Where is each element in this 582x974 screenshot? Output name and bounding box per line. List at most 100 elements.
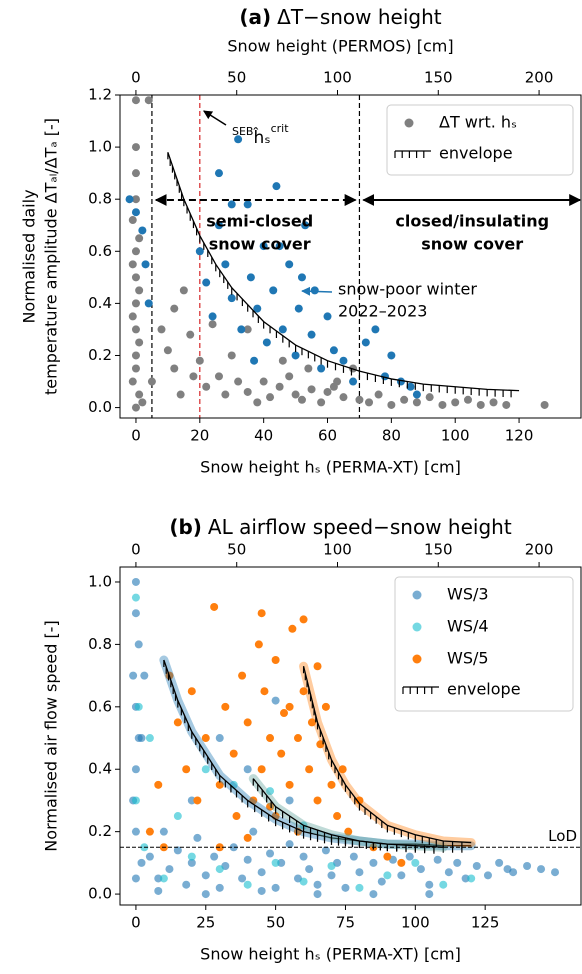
data-point xyxy=(195,356,204,365)
data-point xyxy=(131,143,140,152)
data-point xyxy=(266,734,275,743)
legend-label: envelope xyxy=(439,144,513,163)
y-axis-label: Normalised daily xyxy=(20,189,39,323)
data-point xyxy=(416,865,425,874)
data-point xyxy=(304,364,313,373)
data-point xyxy=(257,765,266,774)
x2-tick-label: 200 xyxy=(525,69,554,87)
y-tick-label: 1.0 xyxy=(88,572,112,590)
data-point xyxy=(129,671,138,680)
x2-tick-label: 0 xyxy=(131,541,141,559)
data-point xyxy=(400,395,409,404)
legend-label: WS/4 xyxy=(447,617,489,636)
data-point xyxy=(137,858,146,867)
seb-label: SEBĥₛcrit xyxy=(232,122,289,148)
data-point xyxy=(387,400,396,409)
lod-label: LoD xyxy=(548,827,577,845)
data-point xyxy=(266,787,275,796)
envelope-line xyxy=(252,778,444,848)
data-point xyxy=(405,852,414,861)
x-tick-label: 60 xyxy=(318,427,337,445)
data-point xyxy=(173,812,182,821)
legend-label: envelope xyxy=(447,680,521,699)
y-tick-label: 0.2 xyxy=(88,822,112,840)
data-point xyxy=(253,304,262,313)
title-text: ΔT−snow height xyxy=(277,5,442,29)
data-point xyxy=(444,868,453,877)
data-point xyxy=(189,372,198,381)
title-text: AL airflow speed−snow height xyxy=(208,515,512,539)
data-point xyxy=(321,846,330,855)
title-label: (a) xyxy=(239,5,271,29)
data-point xyxy=(540,400,549,409)
data-point xyxy=(243,880,252,889)
plot-area xyxy=(125,95,549,418)
legend-label: WS/3 xyxy=(447,585,489,604)
y-axis-label: temperature amplitude ΔTₐₗ/ΔTₐ [-] xyxy=(42,118,61,395)
data-point xyxy=(297,395,306,404)
data-point xyxy=(215,883,224,892)
data-point xyxy=(377,877,386,886)
data-point xyxy=(135,286,144,295)
data-point xyxy=(305,765,314,774)
data-point xyxy=(193,796,202,805)
data-point xyxy=(425,890,434,899)
data-point xyxy=(214,372,223,381)
y-axis-label: Normalised air flow speed [-] xyxy=(42,620,61,851)
data-point xyxy=(349,377,358,386)
data-point xyxy=(397,871,406,880)
region-label: snow cover xyxy=(209,235,311,254)
data-point xyxy=(243,833,252,842)
data-point xyxy=(229,843,238,852)
data-point xyxy=(208,312,217,321)
data-point xyxy=(179,286,188,295)
data-point xyxy=(154,780,163,789)
data-point xyxy=(307,385,316,394)
data-point xyxy=(317,398,326,407)
data-point xyxy=(182,880,191,889)
data-point xyxy=(254,640,263,649)
data-point xyxy=(338,765,347,774)
data-point xyxy=(285,702,294,711)
data-point xyxy=(275,382,284,391)
data-point xyxy=(128,377,137,386)
data-point xyxy=(243,718,252,727)
annotation-arrow xyxy=(301,286,333,296)
data-point xyxy=(131,169,140,178)
data-point xyxy=(131,351,140,360)
y-tick-label: 0.4 xyxy=(88,294,112,312)
data-point xyxy=(327,871,336,880)
data-point xyxy=(128,216,137,225)
data-point xyxy=(277,749,286,758)
data-point xyxy=(131,299,140,308)
data-point xyxy=(285,780,294,789)
data-point xyxy=(131,577,140,586)
data-point xyxy=(131,195,140,204)
data-point xyxy=(551,868,560,877)
data-point xyxy=(250,356,259,365)
x-tick-label: 80 xyxy=(382,427,401,445)
data-point xyxy=(131,765,140,774)
data-point xyxy=(145,852,154,861)
data-point xyxy=(321,702,330,711)
x-tick-label: 50 xyxy=(266,914,285,932)
data-point xyxy=(187,858,196,867)
data-point xyxy=(210,852,219,861)
data-point xyxy=(327,861,336,870)
data-point xyxy=(355,796,364,805)
legend-marker xyxy=(404,118,414,128)
seb-main: ĥₛ xyxy=(252,126,270,148)
panel-title: (a) ΔT−snow height xyxy=(239,5,441,29)
data-point xyxy=(425,880,434,889)
data-point xyxy=(451,398,460,407)
x2-axis-label: Snow height (PERMOS) [cm] xyxy=(227,37,453,56)
plot-area xyxy=(120,577,581,899)
y-tick-label: 0.4 xyxy=(88,760,112,778)
x-tick-label: 120 xyxy=(505,427,534,445)
annotation-text: 2022–2023 xyxy=(338,302,427,321)
data-point xyxy=(221,702,230,711)
data-point xyxy=(523,861,532,870)
y-tick-label: 0.0 xyxy=(88,398,112,416)
data-point xyxy=(238,671,247,680)
x2-tick-label: 0 xyxy=(131,69,141,87)
